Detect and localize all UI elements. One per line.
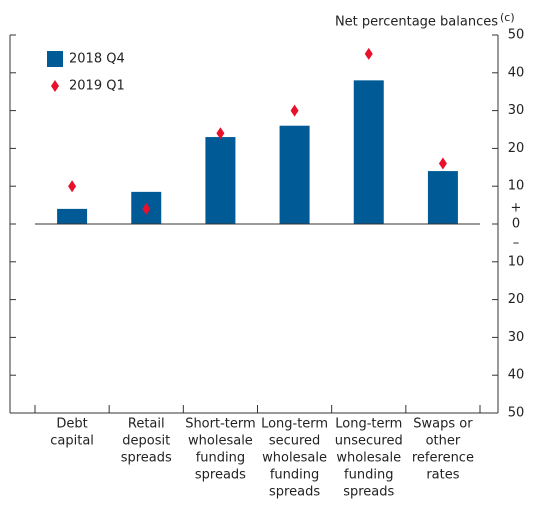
legend-swatch xyxy=(47,51,63,67)
diamond-marker xyxy=(364,47,373,60)
diamond-marker xyxy=(216,127,225,140)
x-tick-label: wholesale xyxy=(262,451,327,466)
bar xyxy=(279,125,310,224)
diamond-marker xyxy=(438,157,447,170)
x-tick-label: Short-term xyxy=(185,417,255,432)
x-tick-label: other xyxy=(426,434,461,449)
y-axis-label: Net percentage balances xyxy=(335,15,498,30)
x-tick-label: funding xyxy=(344,468,393,483)
positive-sign: + xyxy=(511,201,522,216)
legend-label: 2019 Q1 xyxy=(69,79,125,94)
y-tick-label: 50 xyxy=(508,406,525,421)
x-tick-label: spreads xyxy=(343,485,394,500)
x-tick-label: Retail xyxy=(128,417,165,432)
x-tick-label: wholesale xyxy=(188,434,253,449)
bar xyxy=(353,80,384,224)
y-tick-label: 40 xyxy=(508,65,525,80)
y-axis-label-note: (c) xyxy=(500,11,515,24)
x-tick-label: Swaps or xyxy=(413,417,473,432)
y-tick-label: 30 xyxy=(508,103,525,118)
bar xyxy=(427,171,458,224)
x-tick-label: Long-term xyxy=(335,417,402,432)
legend-label: 2018 Q4 xyxy=(69,52,125,67)
x-tick-label: secured xyxy=(269,434,320,449)
y-tick-label: 10 xyxy=(508,254,525,269)
negative-sign: – xyxy=(513,236,520,251)
x-tick-label: deposit xyxy=(122,434,170,449)
legend-swatch xyxy=(51,80,59,92)
x-tick-label: wholesale xyxy=(336,451,401,466)
y-tick-label: 20 xyxy=(508,141,525,156)
bar xyxy=(205,137,236,224)
x-tick-label: reference xyxy=(412,451,474,466)
bar xyxy=(57,208,88,224)
x-tick-label: spreads xyxy=(269,485,320,500)
diamond-marker xyxy=(68,180,77,193)
x-tick-label: Long-term xyxy=(261,417,328,432)
y-tick-label: 0 xyxy=(512,217,520,232)
y-tick-label: 10 xyxy=(508,179,525,194)
x-tick-label: funding xyxy=(196,451,245,466)
diamond-marker xyxy=(142,202,151,215)
x-tick-label: funding xyxy=(270,468,319,483)
x-tick-label: unsecured xyxy=(335,434,403,449)
x-tick-label: spreads xyxy=(195,468,246,483)
y-tick-label: 20 xyxy=(508,292,525,307)
x-tick-label: capital xyxy=(50,434,94,449)
x-tick-label: spreads xyxy=(121,451,172,466)
y-tick-label: 50 xyxy=(508,28,525,43)
y-tick-label: 30 xyxy=(508,330,525,345)
y-tick-label: 40 xyxy=(508,368,525,383)
x-tick-label: rates xyxy=(426,468,459,483)
diamond-marker xyxy=(290,104,299,117)
x-tick-label: Debt xyxy=(56,417,87,432)
